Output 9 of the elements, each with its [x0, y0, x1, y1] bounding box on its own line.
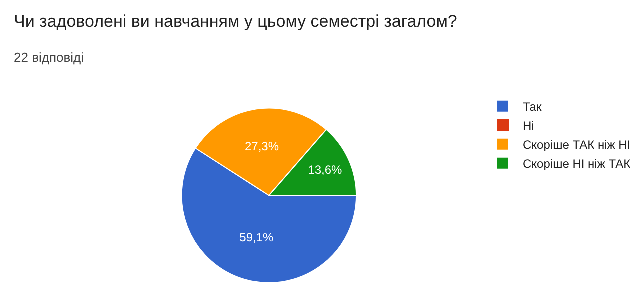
legend-label: Скоріше НІ ніж ТАК — [523, 157, 631, 172]
chart-title: Чи задоволені ви навчанням у цьому семестрі загалом? — [14, 12, 458, 31]
legend-label: Скоріше ТАК ніж НІ — [523, 138, 631, 152]
legend-label: Ні — [523, 119, 534, 134]
text: 22 відповіді — [14, 50, 84, 65]
data-label: 59,1% — [240, 230, 274, 245]
data-label: 27,3% — [244, 139, 280, 154]
data-label: 13,6% — [308, 163, 343, 178]
legend-label: Так — [523, 100, 542, 114]
